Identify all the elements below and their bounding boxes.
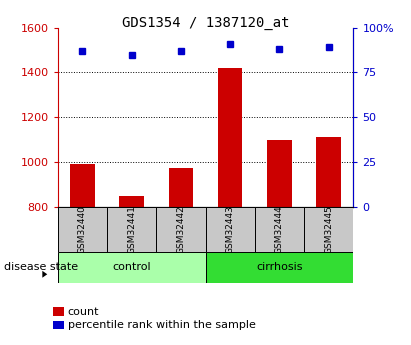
Bar — [206, 207, 255, 252]
Bar — [53, 321, 64, 329]
Bar — [119, 196, 144, 207]
Bar — [206, 252, 353, 283]
Bar — [156, 207, 206, 252]
Bar — [316, 137, 341, 207]
Text: GSM32443: GSM32443 — [226, 205, 235, 254]
Bar — [169, 168, 193, 207]
Text: GSM32441: GSM32441 — [127, 205, 136, 254]
Bar — [304, 207, 353, 252]
Text: GSM32442: GSM32442 — [176, 205, 185, 254]
Bar — [70, 164, 95, 207]
Text: GDS1354 / 1387120_at: GDS1354 / 1387120_at — [122, 16, 289, 30]
Bar — [255, 207, 304, 252]
Polygon shape — [42, 271, 47, 278]
Bar — [53, 307, 64, 316]
Text: cirrhosis: cirrhosis — [256, 263, 303, 272]
Text: count: count — [68, 307, 99, 316]
Text: GSM32440: GSM32440 — [78, 205, 87, 254]
Text: percentile rank within the sample: percentile rank within the sample — [68, 321, 256, 330]
Bar — [58, 252, 206, 283]
Bar — [218, 68, 242, 207]
Text: GSM32444: GSM32444 — [275, 205, 284, 254]
Text: control: control — [112, 263, 151, 272]
Bar — [107, 207, 156, 252]
Bar — [267, 140, 292, 207]
Text: disease state: disease state — [4, 263, 78, 272]
Text: GSM32445: GSM32445 — [324, 205, 333, 254]
Bar — [58, 207, 107, 252]
